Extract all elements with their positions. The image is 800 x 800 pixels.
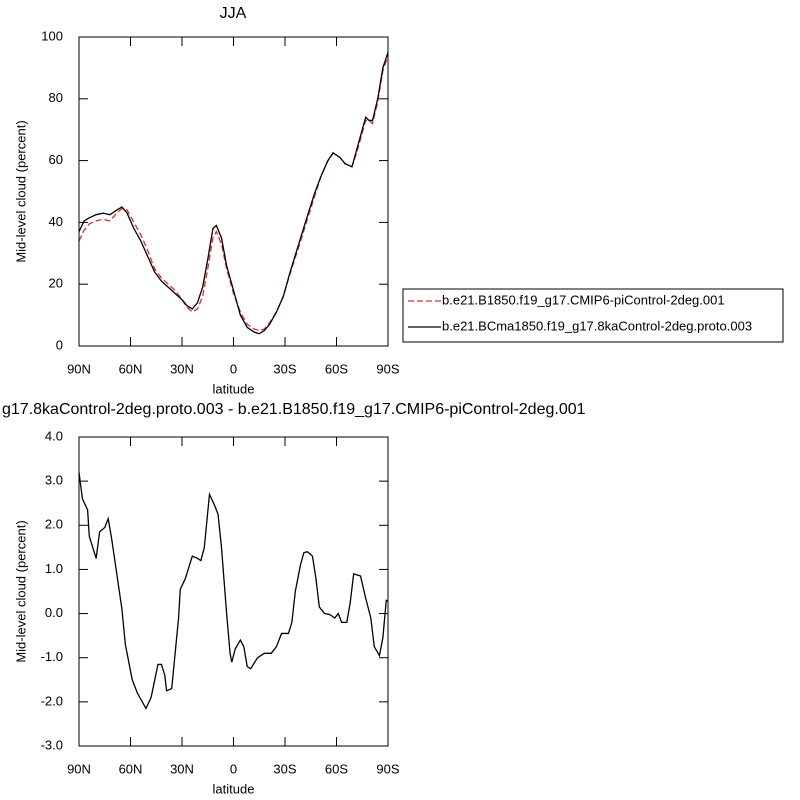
legend-label: b.e21.B1850.f19_g17.CMIP6-piControl-2deg… — [442, 292, 725, 307]
x-tick-label: 90N — [67, 361, 91, 376]
y-tick-label: 1.0 — [45, 561, 63, 576]
y-tick-label: 80 — [49, 90, 63, 105]
y-tick-label: 3.0 — [45, 473, 63, 488]
x-tick-label: 60S — [325, 361, 348, 376]
x-tick-label: 30S — [273, 361, 296, 376]
x-tick-label: 90N — [67, 761, 91, 776]
x-tick-label: 30N — [170, 761, 194, 776]
plot-frame — [78, 36, 389, 347]
x-tick-label: 60S — [325, 761, 348, 776]
x-axis-label: latitude — [213, 381, 255, 396]
y-tick-label: -1.0 — [41, 649, 63, 664]
y-tick-label: 4.0 — [45, 428, 63, 443]
x-tick-label: 90S — [376, 361, 399, 376]
data-line — [78, 472, 389, 710]
y-tick-label: 100 — [41, 28, 63, 43]
data-line — [78, 52, 389, 335]
y-axis-label: Mid-level cloud (percent) — [13, 520, 28, 662]
x-tick-label: 60N — [119, 761, 143, 776]
y-tick-label: 60 — [49, 152, 63, 167]
legend-box — [402, 288, 784, 343]
x-axis-label: latitude — [213, 781, 255, 796]
y-tick-label: -3.0 — [41, 737, 63, 752]
chart-title: g17.8kaControl-2deg.proto.003 - b.e21.B1… — [2, 401, 586, 418]
y-tick-label: 40 — [49, 214, 63, 229]
y-tick-label: 0 — [56, 337, 63, 352]
y-tick-label: 2.0 — [45, 517, 63, 532]
x-tick-label: 60N — [119, 361, 143, 376]
x-tick-label: 0 — [230, 361, 237, 376]
y-axis-label: Mid-level cloud (percent) — [13, 120, 28, 262]
chart-title: JJA — [220, 5, 247, 22]
legend-label: b.e21.BCma1850.f19_g17.8kaControl-2deg.p… — [442, 318, 752, 333]
x-tick-label: 30N — [170, 361, 194, 376]
x-tick-label: 30S — [273, 761, 296, 776]
x-tick-label: 0 — [230, 761, 237, 776]
x-tick-label: 90S — [376, 761, 399, 776]
y-tick-label: 0.0 — [45, 605, 63, 620]
plot-frame — [78, 436, 389, 747]
y-tick-label: 20 — [49, 276, 63, 291]
y-tick-label: -2.0 — [41, 693, 63, 708]
